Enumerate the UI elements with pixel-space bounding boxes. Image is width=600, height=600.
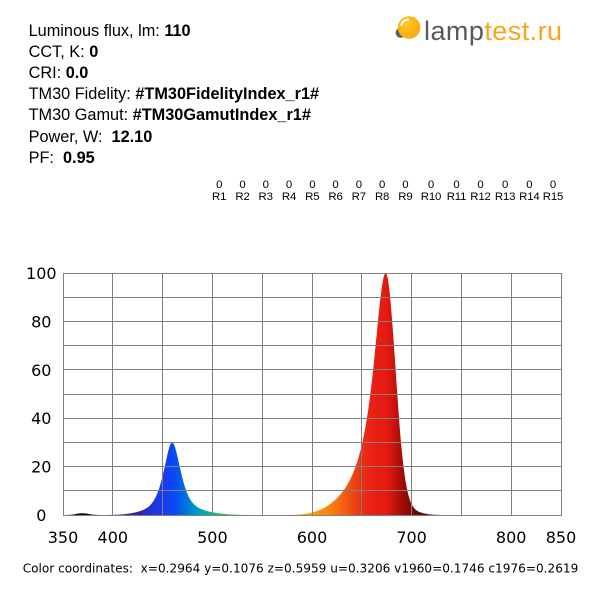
svg-text:100: 100: [26, 264, 57, 283]
svg-text:800: 800: [496, 528, 527, 547]
svg-text:850: 850: [546, 528, 577, 547]
svg-text:700: 700: [396, 528, 427, 547]
svg-text:40: 40: [31, 409, 51, 428]
svg-text:0: 0: [36, 506, 46, 525]
svg-text:400: 400: [98, 528, 129, 547]
svg-text:600: 600: [297, 528, 328, 547]
svg-text:20: 20: [31, 458, 51, 477]
svg-text:80: 80: [31, 312, 51, 331]
svg-text:60: 60: [31, 361, 51, 380]
svg-text:350: 350: [48, 528, 79, 547]
svg-text:Color coordinates: x=0.2964 y: Color coordinates: x=0.2964 y=0.1076 z=0…: [23, 561, 579, 575]
svg-text:500: 500: [197, 528, 228, 547]
